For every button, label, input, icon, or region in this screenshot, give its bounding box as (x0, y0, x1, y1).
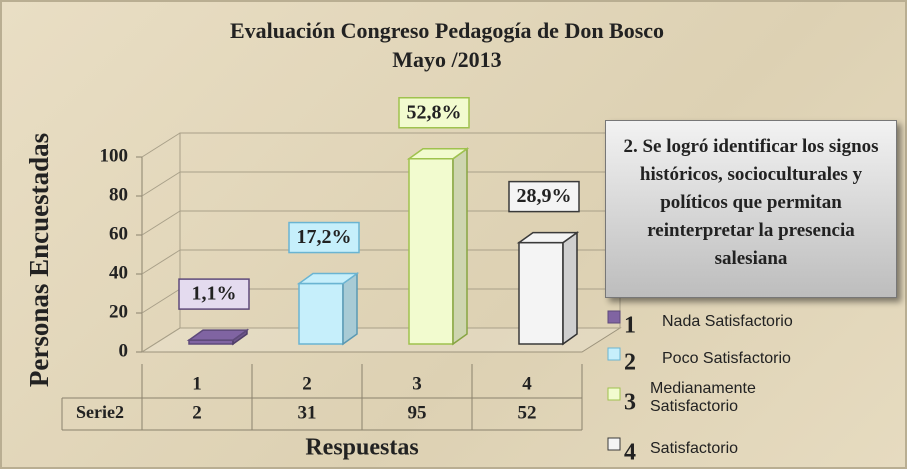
table-value: 2 (192, 402, 202, 423)
grid-line (141, 210, 181, 236)
annotation-box (178, 278, 250, 310)
table-value: 52 (518, 402, 537, 423)
x-tick-label: 1 (192, 373, 202, 394)
y-axis-label: Personas Encuestadas (24, 133, 54, 387)
annotation-box (398, 97, 470, 129)
bar-top (406, 148, 470, 160)
bar-top (516, 231, 580, 244)
bar-front (518, 241, 564, 345)
x-tick-label: 2 (302, 373, 312, 394)
y-tick-label: 20 (109, 301, 128, 322)
grid-line (141, 327, 181, 353)
callout: 2. Se logró identificar los signos histó… (605, 120, 897, 298)
legend-swatch (607, 310, 621, 324)
annotation: 52,8% (407, 101, 462, 123)
series-name: Serie2 (76, 402, 124, 422)
chart-subtitle: Mayo /2013 (392, 47, 501, 72)
annotation: 28,9% (517, 185, 572, 207)
bar (406, 147, 470, 346)
y-tick-label: 80 (109, 184, 128, 205)
bar (186, 328, 250, 346)
legend-label: Medianamente Satisfactorio (650, 380, 756, 415)
annotation: 17,2% (297, 226, 352, 248)
legend-label: Poco Satisfactorio (662, 350, 791, 367)
y-tick-label: 60 (109, 223, 128, 244)
grid-line (141, 132, 181, 158)
y-tick-label: 40 (109, 262, 128, 283)
legend-number: 3 (624, 390, 636, 416)
annotation: 1,1% (192, 283, 237, 305)
bar-top (296, 272, 360, 285)
bar-side (452, 147, 468, 346)
grid-line (141, 171, 181, 197)
legend-number: 2 (624, 350, 636, 376)
bar-front (298, 282, 344, 345)
bar-top (186, 329, 250, 341)
table-value: 95 (408, 402, 427, 423)
bar-front (408, 158, 454, 345)
legend-number: 4 (624, 440, 636, 466)
bar (296, 272, 360, 346)
x-tick-label: 3 (412, 373, 422, 394)
bar-side (562, 231, 578, 346)
x-tick-label: 4 (522, 373, 532, 394)
y-tick-label: 100 (100, 145, 129, 166)
legend-swatch (607, 347, 621, 361)
grid-line (141, 288, 181, 314)
bar-side (342, 272, 358, 346)
legend-swatch (607, 387, 621, 401)
table-value: 31 (298, 402, 317, 423)
x-axis-label: Respuestas (305, 435, 418, 461)
legend-label: Satisfactorio (650, 440, 739, 457)
legend-swatch (607, 437, 621, 451)
grid-line (141, 249, 181, 275)
bar (516, 231, 580, 346)
y-tick-label: 0 (119, 340, 129, 361)
legend-number: 1 (624, 313, 636, 339)
annotation-box (508, 180, 580, 213)
chart-title: Evaluación Congreso Pedagogía de Don Bos… (230, 18, 664, 43)
annotation-box (288, 221, 360, 254)
legend-label: Nada Satisfactorio (662, 313, 793, 330)
